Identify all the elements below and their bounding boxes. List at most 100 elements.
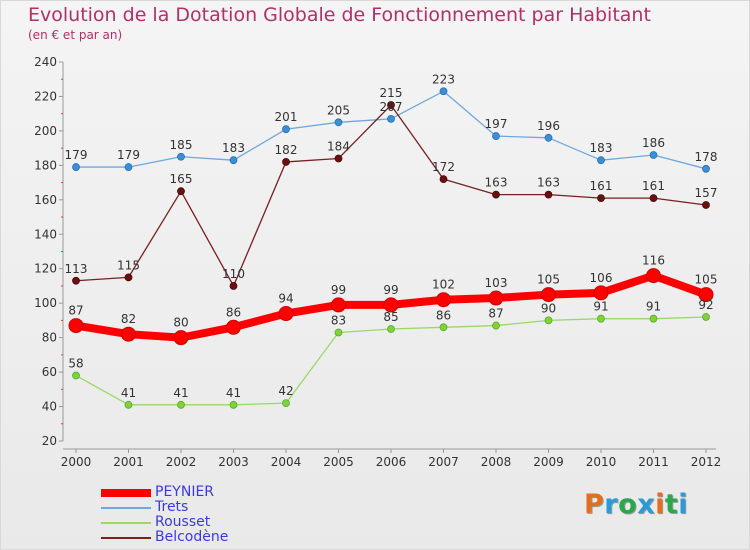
data-point-peynier <box>541 287 556 303</box>
data-point-peynier <box>173 330 189 346</box>
logo-letter: i <box>678 489 689 520</box>
data-label-peynier: 94 <box>278 292 293 306</box>
data-label-rousset: 58 <box>68 357 83 371</box>
chart-subtitle: (en € et par an) <box>28 28 123 42</box>
data-point-belcodene <box>72 276 80 285</box>
data-label-peynier: 99 <box>331 283 346 297</box>
data-point-belcodene <box>334 154 343 163</box>
logo-letter: x <box>637 489 656 520</box>
legend-swatch-trets <box>101 507 151 509</box>
data-label-trets: 223 <box>432 72 455 86</box>
data-point-belcodene <box>229 282 238 290</box>
data-labels-layer: 179 179 185 183 201 205 207 223 197 196 183 186 178 1… <box>65 72 718 400</box>
y-tick-label: 200 <box>34 124 57 138</box>
legend-swatch-peynier <box>101 489 151 497</box>
data-point-trets <box>177 152 185 161</box>
x-tick-label: 2002 <box>166 455 197 469</box>
x-tick-label: 2007 <box>428 455 459 469</box>
data-label-peynier: 87 <box>68 304 83 318</box>
data-label-rousset: 83 <box>331 313 346 327</box>
data-label-peynier: 102 <box>432 278 455 292</box>
data-label-peynier: 106 <box>590 271 613 285</box>
data-label-belcodene: 163 <box>537 176 560 190</box>
data-label-belcodene: 161 <box>590 179 613 193</box>
data-label-rousset: 86 <box>436 308 451 322</box>
x-tick-label: 2008 <box>481 455 512 469</box>
data-point-belcodene <box>177 187 185 196</box>
y-tick-label: 180 <box>34 158 57 172</box>
data-label-belcodene: 157 <box>695 186 718 200</box>
data-point-rousset <box>334 328 343 337</box>
logo-letter: o <box>618 489 638 520</box>
x-tick-label: 2005 <box>323 455 354 469</box>
y-tick-label: 60 <box>42 365 57 379</box>
data-point-rousset <box>177 400 185 409</box>
data-point-rousset <box>124 400 133 409</box>
data-point-rousset <box>544 316 553 325</box>
data-point-belcodene <box>702 201 710 209</box>
data-point-belcodene <box>124 273 133 282</box>
data-point-rousset <box>439 323 448 332</box>
y-tick-label: 40 <box>42 400 57 414</box>
x-tick-label: 2012 <box>691 455 722 469</box>
data-label-rousset: 91 <box>646 300 661 314</box>
data-point-rousset <box>492 321 500 330</box>
data-point-belcodene <box>439 175 448 184</box>
data-point-belcodene <box>387 101 395 109</box>
data-point-trets <box>702 164 710 173</box>
x-tick-label: 2003 <box>218 455 249 469</box>
y-tick-label: 220 <box>34 89 57 103</box>
data-label-peynier: 86 <box>226 305 241 319</box>
data-point-trets <box>439 87 448 96</box>
data-label-trets: 205 <box>327 103 350 117</box>
data-point-rousset <box>597 314 605 323</box>
x-tick-label: 2006 <box>376 455 407 469</box>
data-point-trets <box>124 163 133 171</box>
data-point-peynier <box>278 306 294 322</box>
data-label-trets: 186 <box>642 136 665 150</box>
data-label-peynier: 116 <box>642 254 665 268</box>
data-label-trets: 179 <box>117 148 140 162</box>
data-point-trets <box>597 156 605 165</box>
data-point-rousset <box>649 314 658 323</box>
legend-swatch-rousset <box>101 522 151 524</box>
data-label-rousset: 87 <box>488 307 503 321</box>
data-point-peynier <box>488 290 504 306</box>
data-label-belcodene: 172 <box>432 160 455 174</box>
data-label-peynier: 105 <box>695 273 718 287</box>
data-label-trets: 196 <box>537 119 560 133</box>
legend-label-rousset: Rousset <box>155 514 211 530</box>
data-label-trets: 179 <box>65 148 88 162</box>
data-point-belcodene <box>649 194 658 202</box>
data-point-rousset <box>282 399 290 408</box>
data-label-trets: 178 <box>695 150 718 164</box>
y-tick-label: 140 <box>34 227 57 241</box>
x-tick-label: 2009 <box>533 455 564 469</box>
x-tick-label: 2010 <box>586 455 617 469</box>
x-tick-label: 2011 <box>638 455 669 469</box>
data-label-peynier: 103 <box>485 276 508 290</box>
data-point-trets <box>649 151 658 159</box>
logo-letter: i <box>655 489 665 520</box>
chart-title: Evolution de la Dotation Globale de Fonc… <box>28 4 651 26</box>
legend-label-belcodene: Belcodène <box>155 529 229 545</box>
data-point-trets <box>492 132 500 140</box>
data-label-trets: 197 <box>485 117 508 131</box>
data-label-rousset: 91 <box>593 300 608 314</box>
data-label-belcodene: 165 <box>170 172 193 186</box>
x-tick-label: 2004 <box>271 455 302 469</box>
logo-letter: t <box>664 489 679 520</box>
data-label-rousset: 85 <box>383 310 398 324</box>
legend-swatch-belcodene <box>101 537 151 539</box>
data-label-belcodene: 110 <box>222 267 245 281</box>
legend-label-trets: Trets <box>155 499 189 515</box>
data-point-trets <box>282 125 290 134</box>
data-label-belcodene: 113 <box>65 262 88 276</box>
data-label-rousset: 90 <box>541 301 556 315</box>
data-label-belcodene: 115 <box>117 258 140 272</box>
data-point-trets <box>334 118 343 127</box>
data-point-belcodene <box>492 190 500 199</box>
data-label-trets: 207 <box>380 100 403 114</box>
series-line-belcodene <box>75 104 707 287</box>
